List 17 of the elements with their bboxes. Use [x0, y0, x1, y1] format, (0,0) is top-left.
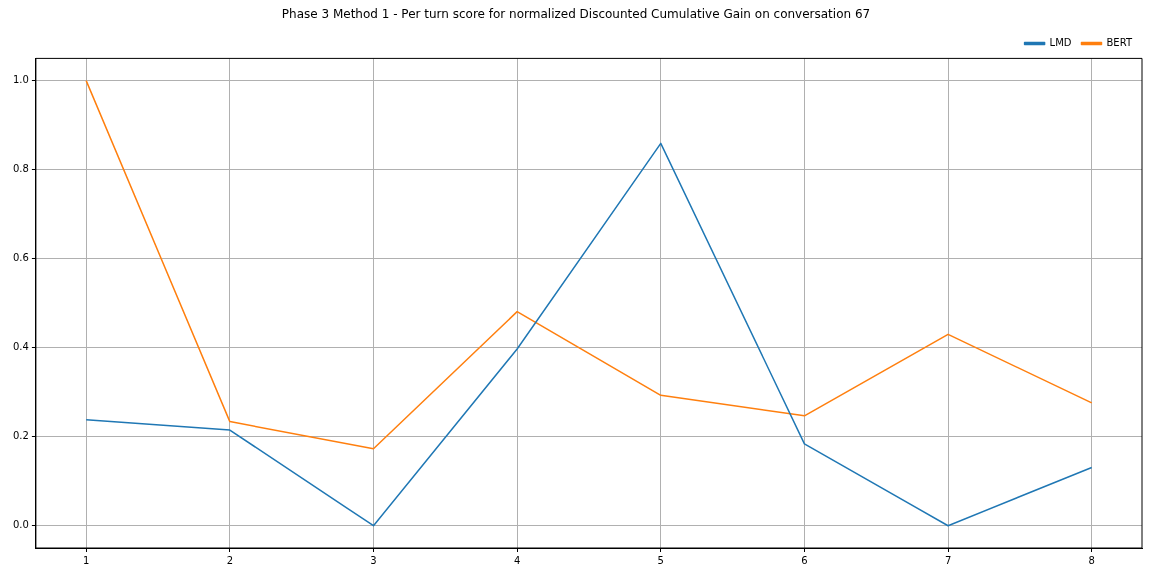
y-tick-label: 0.0 — [13, 519, 29, 531]
x-tick-label: 7 — [944, 554, 952, 566]
y-tick-label: 1.0 — [13, 74, 29, 86]
x-tick-label: 8 — [1088, 554, 1095, 566]
y-tick-label: 0.8 — [13, 163, 29, 175]
legend-label: LMD — [1049, 36, 1072, 48]
chart-title: Phase 3 Method 1 - Per turn score for normalized Discounted Cumulative Gain on conversation 67 — [281, 7, 871, 22]
x-tick-label: 3 — [370, 554, 377, 566]
x-tick-label: 6 — [801, 554, 808, 566]
x-tick-label: 2 — [226, 554, 234, 566]
x-tick-label: 5 — [657, 554, 664, 566]
y-tick-label: 0.4 — [13, 341, 29, 353]
legend-label: BERT — [1106, 36, 1133, 48]
x-tick-label: 4 — [513, 554, 521, 566]
x-tick-label: 1 — [82, 554, 90, 566]
y-tick-label: 0.2 — [13, 430, 29, 442]
y-tick-label: 0.6 — [13, 252, 29, 264]
